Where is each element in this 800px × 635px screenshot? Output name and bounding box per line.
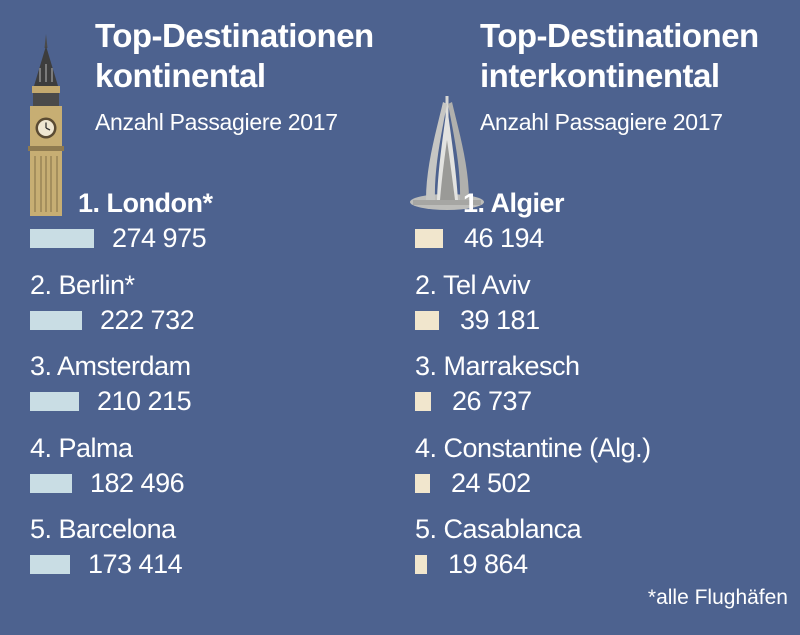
category-label: 2. Berlin* xyxy=(30,269,135,300)
bar xyxy=(415,473,430,493)
category-label: 5. Barcelona xyxy=(30,514,176,544)
bar-entry: 5. Casablanca 19 864 xyxy=(385,513,785,593)
bar-entry: 2. Tel Aviv 39 181 xyxy=(385,269,785,349)
chart-title: Top-Destinationen interkontinental xyxy=(480,16,759,96)
bar xyxy=(30,310,82,330)
bar xyxy=(30,392,79,411)
chart-subtitle: Anzahl Passagiere 2017 xyxy=(480,109,723,135)
value-label: 19 864 xyxy=(448,549,528,579)
category-label: 3. Marrakesch xyxy=(415,351,580,381)
category-label: 2. Tel Aviv xyxy=(415,269,531,300)
category-label: 4. Constantine (Alg.) xyxy=(415,432,651,463)
chart-title: Top-Destinationen kontinental xyxy=(95,16,374,96)
bar-entry: 4. Constantine (Alg.) 24 502 xyxy=(385,432,785,512)
chart-subtitle: Anzahl Passagiere 2017 xyxy=(95,109,338,135)
bar xyxy=(415,392,431,411)
bar xyxy=(415,229,443,248)
chart-title-line-1: Top-Destinationen xyxy=(95,17,374,54)
bar-entry: 3. Marrakesch 26 737 xyxy=(385,350,785,430)
value-label: 210 215 xyxy=(97,386,192,416)
bar xyxy=(30,555,70,574)
chart-title-line-2: kontinental xyxy=(95,57,266,94)
bar xyxy=(30,473,72,493)
value-label: 24 502 xyxy=(451,467,531,498)
value-label: 222 732 xyxy=(100,304,195,335)
chart-title-line-1: Top-Destinationen xyxy=(480,17,759,54)
chart-title-line-2: interkontinental xyxy=(480,57,720,94)
value-label: 39 181 xyxy=(460,304,540,335)
value-label: 46 194 xyxy=(464,223,544,253)
bar xyxy=(30,229,94,248)
category-label: 1. London* xyxy=(78,188,213,218)
intercontinental-panel: Top-Destinationen interkontinental Anzah… xyxy=(385,0,785,635)
martyrs-memorial-icon xyxy=(410,96,484,210)
category-label: 5. Casablanca xyxy=(415,514,582,544)
value-label: 26 737 xyxy=(452,386,532,416)
category-label: 3. Amsterdam xyxy=(30,351,191,381)
bar-entry: 1. Algier 46 194 xyxy=(385,187,785,267)
value-label: 274 975 xyxy=(112,223,207,253)
big-ben-icon xyxy=(28,34,64,216)
continental-panel: Top-Destinationen kontinental Anzahl Pas… xyxy=(0,16,400,593)
category-label: 1. Algier xyxy=(463,188,565,218)
bar xyxy=(415,555,427,574)
bar-entry: 1. London* 274 975 xyxy=(0,187,400,267)
value-label: 182 496 xyxy=(90,467,185,498)
bar xyxy=(415,310,439,330)
bar-entry: 2. Berlin* 222 732 xyxy=(0,269,400,349)
value-label: 173 414 xyxy=(88,549,183,579)
bar-entry: 5. Barcelona 173 414 xyxy=(0,513,400,593)
bar-entry: 4. Palma 182 496 xyxy=(0,432,400,512)
bar-entry: 3. Amsterdam 210 215 xyxy=(0,350,400,430)
footnote: *alle Flughäfen xyxy=(647,586,788,609)
category-label: 4. Palma xyxy=(30,432,133,463)
